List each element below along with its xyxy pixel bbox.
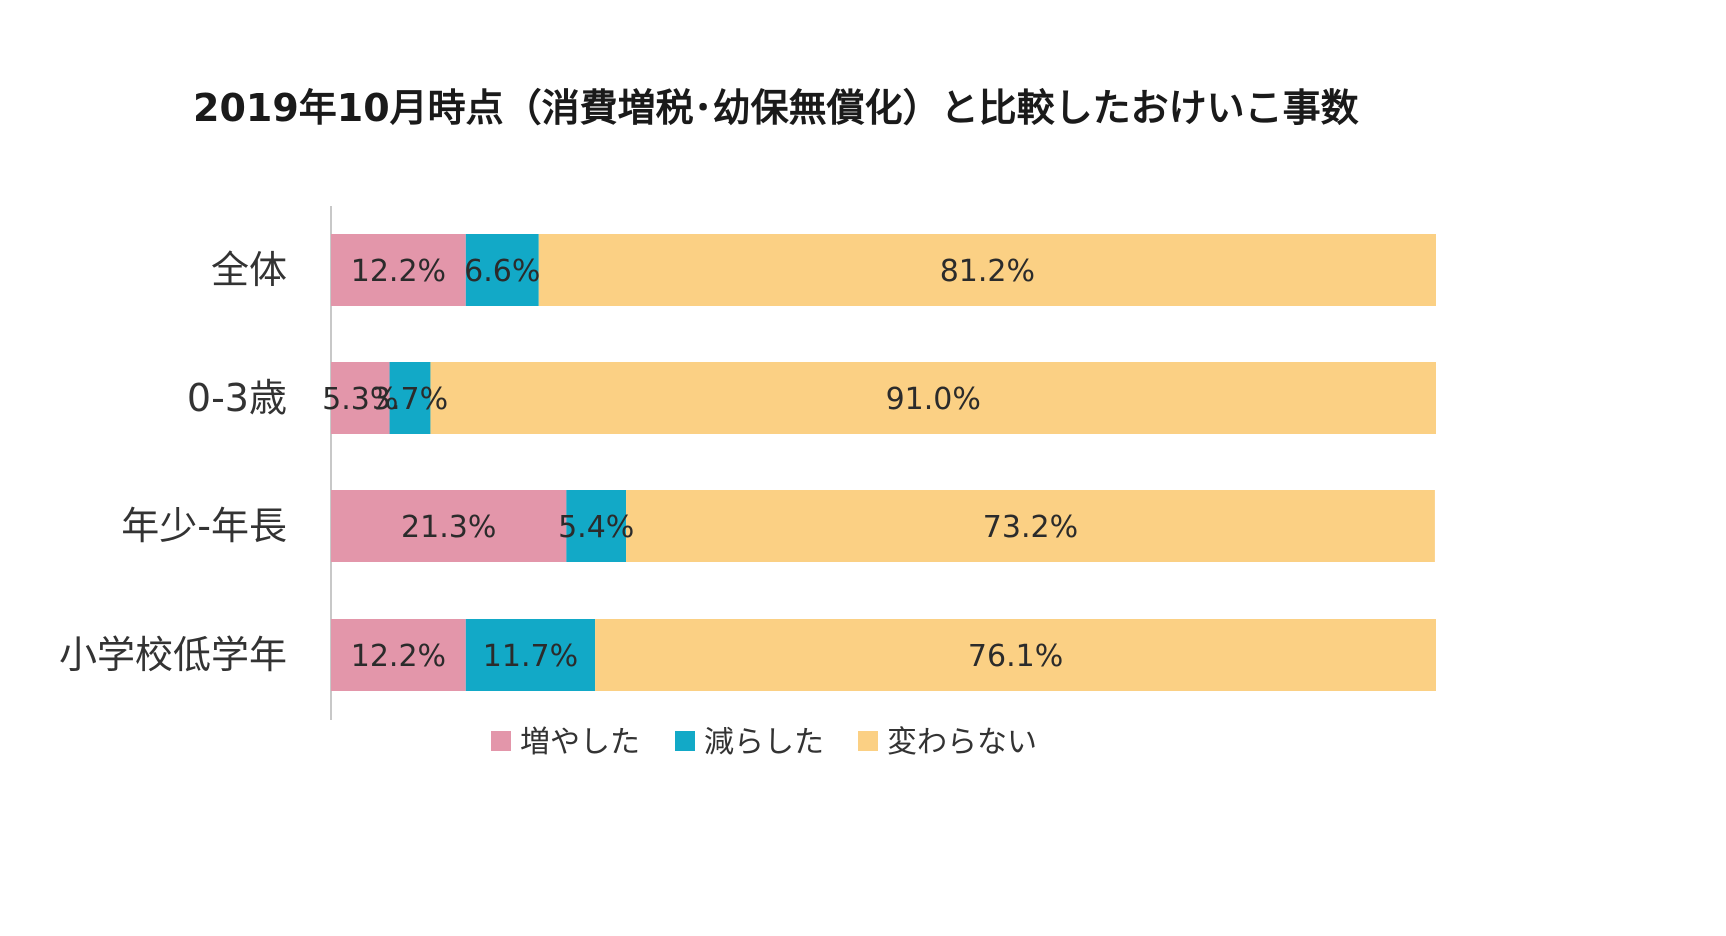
data-label: 81.2% bbox=[940, 254, 1035, 289]
bar-segment bbox=[626, 490, 1435, 562]
data-label: 76.1% bbox=[968, 639, 1063, 674]
bar-segment bbox=[566, 490, 627, 562]
bar-segment bbox=[538, 234, 1436, 306]
data-label: 12.2% bbox=[351, 254, 446, 289]
bar-segment bbox=[465, 234, 539, 306]
bar-segment bbox=[331, 619, 466, 691]
data-label: 21.3% bbox=[401, 510, 496, 545]
data-label: 11.7% bbox=[483, 639, 578, 674]
bar-segment bbox=[331, 362, 390, 434]
data-label: 6.6% bbox=[464, 254, 540, 289]
bar-segment bbox=[595, 619, 1436, 691]
data-labels-group: 12.2% 6.6% 81.2% 5.3%3.7% 91.0% 21.3% 5.4% 73.2… bbox=[322, 254, 1078, 674]
bar-segment bbox=[430, 362, 1436, 434]
legend-swatch bbox=[491, 731, 511, 751]
data-label: 12.2% bbox=[351, 639, 446, 674]
bar-segment bbox=[389, 362, 431, 434]
category-label: 0-3歳 bbox=[187, 376, 287, 420]
legend-label: 増やした bbox=[520, 725, 640, 760]
category-label: 小学校低学年 bbox=[59, 633, 287, 677]
legend-label: 減らした bbox=[704, 725, 824, 760]
legend-label: 変わらない bbox=[887, 725, 1037, 760]
bar-segment bbox=[331, 234, 466, 306]
bars-group bbox=[331, 234, 1436, 691]
chart-title: 2019年10月時点（消費増税･幼保無償化）と比較したおけいこ事数 bbox=[193, 86, 1359, 130]
category-label: 年少-年長 bbox=[121, 504, 287, 548]
data-label: 73.2% bbox=[983, 510, 1078, 545]
category-label: 全体 bbox=[211, 248, 287, 292]
data-label: 5.4% bbox=[558, 510, 634, 545]
bar-segment bbox=[465, 619, 596, 691]
bar-segment bbox=[331, 490, 567, 562]
data-label: 91.0% bbox=[886, 382, 981, 417]
legend: 増やした 減らした 変わらない bbox=[491, 725, 1037, 760]
legend-swatch bbox=[858, 731, 878, 751]
legend-swatch bbox=[675, 731, 695, 751]
data-label: 3.7% bbox=[372, 382, 448, 417]
data-label: 5.3% bbox=[322, 382, 398, 417]
